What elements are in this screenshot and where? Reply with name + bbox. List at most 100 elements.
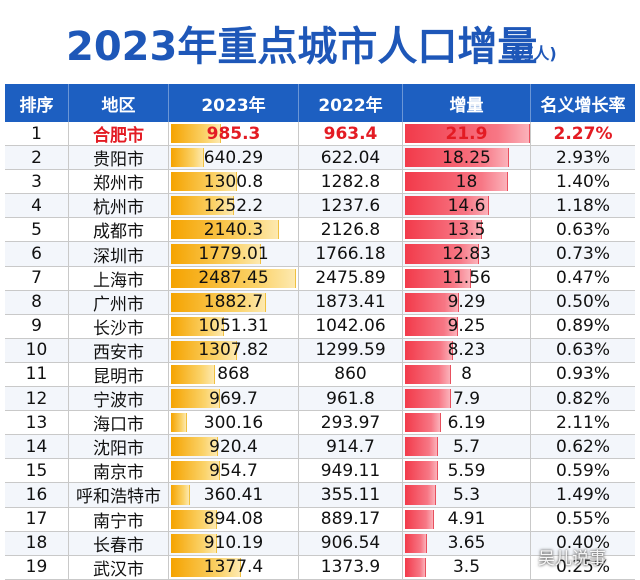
pop-2023-cell: 300.16 (169, 411, 299, 435)
watermark: 吴儿说事 (538, 549, 606, 569)
growth-rate-cell: 2.27% (531, 122, 635, 145)
city-cell-text: 宁波市 (93, 391, 144, 412)
pop-2022-cell: 1873.41 (299, 290, 403, 314)
increment-bar (405, 268, 472, 288)
pop-2023-bar (171, 389, 221, 409)
table-row: 10 西安市 1307.82 1299.59 8.23 0.63% (5, 338, 635, 363)
increment-cell: 18 (403, 170, 531, 194)
pop-2022-cell: 949.11 (299, 459, 403, 483)
pop-2023-cell-text: 1779.01 (198, 244, 269, 265)
growth-rate-cell-text: 0.73% (555, 244, 610, 265)
increment-bar (405, 124, 530, 144)
pop-2022-cell-text: 1282.8 (320, 171, 381, 192)
increment-cell-text: 3.5 (452, 557, 481, 578)
pop-2022-cell: 1042.06 (299, 314, 403, 338)
growth-rate-cell: 0.63% (531, 339, 635, 362)
growth-rate-cell: 0.93% (531, 363, 635, 386)
pop-2022-cell: 889.17 (299, 507, 403, 531)
rank-cell: 19 (5, 555, 69, 579)
growth-rate-cell: 1.18% (531, 194, 635, 217)
growth-rate-cell: 2.93% (531, 146, 635, 169)
increment-cell: 21.9 (403, 122, 531, 146)
increment-cell-text: 9.29 (447, 292, 486, 313)
pop-2023-bar (171, 316, 225, 336)
pop-2022-cell-text: 961.8 (326, 388, 375, 409)
pop-2022-cell-text: 1373.9 (320, 557, 381, 578)
city-cell-text: 郑州市 (93, 174, 144, 195)
rank-cell-text: 7 (31, 268, 42, 289)
table-row: 17 南宁市 894.08 889.17 4.91 0.55% (5, 507, 635, 532)
increment-cell: 8.23 (403, 338, 531, 362)
city-cell: 上海市 (69, 266, 169, 291)
pop-2022-cell-text: 1042.06 (315, 316, 386, 337)
growth-rate-cell: 0.47% (531, 267, 635, 290)
pop-2023-bar (171, 485, 190, 505)
city-cell-text: 昆明市 (93, 366, 144, 387)
header-growth-rate: 名义增长率 (540, 95, 626, 116)
growth-rate-cell: 0.55% (531, 508, 635, 531)
increment-cell: 3.5 (403, 555, 531, 579)
rank-cell-text: 16 (25, 484, 48, 505)
unit-label: (万人) (510, 44, 557, 63)
pop-2022-cell: 622.04 (299, 146, 403, 170)
pop-2022-cell-text: 2126.8 (320, 219, 381, 240)
pop-2023-cell-text: 894.08 (203, 509, 264, 530)
pop-2023-cell: 1051.31 (169, 314, 299, 338)
header-2022: 2022年 (299, 84, 403, 122)
pop-2023-bar (171, 148, 204, 168)
pop-2023-cell: 910.19 (169, 531, 299, 555)
city-cell: 合肥市 (69, 122, 169, 146)
pop-2023-cell: 1300.8 (169, 170, 299, 194)
rank-cell-text: 4 (31, 195, 42, 216)
increment-bar (405, 485, 436, 505)
rank-cell: 12 (5, 387, 69, 411)
rank-cell: 16 (5, 483, 69, 507)
increment-cell: 6.19 (403, 411, 531, 435)
rank-cell: 8 (5, 290, 69, 314)
increment-cell: 5.3 (403, 483, 531, 507)
increment-bar (405, 340, 453, 360)
pop-2023-cell-text: 954.7 (209, 460, 258, 481)
increment-bar (405, 509, 434, 529)
rank-cell: 5 (5, 218, 69, 242)
increment-cell-text: 5.3 (452, 484, 481, 505)
increment-cell-text: 5.7 (452, 436, 481, 457)
growth-rate-cell-text: 1.49% (555, 484, 610, 505)
increment-cell-text: 21.9 (445, 123, 488, 144)
city-cell-text: 长沙市 (93, 318, 144, 339)
increment-bar (405, 533, 427, 553)
pop-2023-cell-text: 1252.2 (203, 195, 264, 216)
increment-cell-text: 12.83 (442, 244, 491, 265)
pop-2023-cell: 1377.4 (169, 555, 299, 579)
pop-2023-cell: 2487.45 (169, 266, 299, 290)
pop-2023-cell: 1779.01 (169, 242, 299, 266)
city-cell: 广州市 (69, 290, 169, 315)
increment-cell-text: 8 (461, 364, 472, 385)
rank-cell-text: 3 (31, 171, 42, 192)
rank-cell: 3 (5, 170, 69, 194)
rank-cell-text: 1 (31, 123, 42, 144)
header-2023: 2023年 (169, 84, 299, 122)
pop-2023-cell-text: 985.3 (206, 123, 261, 144)
pop-2023-cell: 894.08 (169, 507, 299, 531)
table-row: 15 南京市 954.7 949.11 5.59 0.59% (5, 459, 635, 484)
pop-2023-cell-text: 2140.3 (203, 219, 264, 240)
growth-rate-cell-text: 0.55% (555, 509, 610, 530)
rank-cell: 2 (5, 146, 69, 170)
table-row: 13 海口市 300.16 293.97 6.19 2.11% (5, 411, 635, 436)
growth-rate-cell-text: 0.62% (555, 436, 610, 457)
city-cell-text: 南京市 (93, 463, 144, 484)
rank-cell-text: 12 (25, 388, 48, 409)
table-row: 16 呼和浩特市 360.41 355.11 5.3 1.49% (5, 483, 635, 508)
pop-2023-bar (171, 292, 266, 312)
pop-2022-cell: 1237.6 (299, 194, 403, 218)
pop-2022-cell-text: 889.17 (320, 509, 381, 530)
pop-2023-bar (171, 413, 187, 433)
increment-bar (405, 364, 452, 385)
growth-rate-cell-text: 2.93% (555, 147, 610, 168)
growth-rate-cell-text: 0.25% (555, 557, 610, 578)
increment-cell: 4.91 (403, 507, 531, 531)
rank-cell: 4 (5, 194, 69, 218)
increment-cell-text: 13.5 (447, 219, 486, 240)
increment-bar (405, 557, 426, 577)
